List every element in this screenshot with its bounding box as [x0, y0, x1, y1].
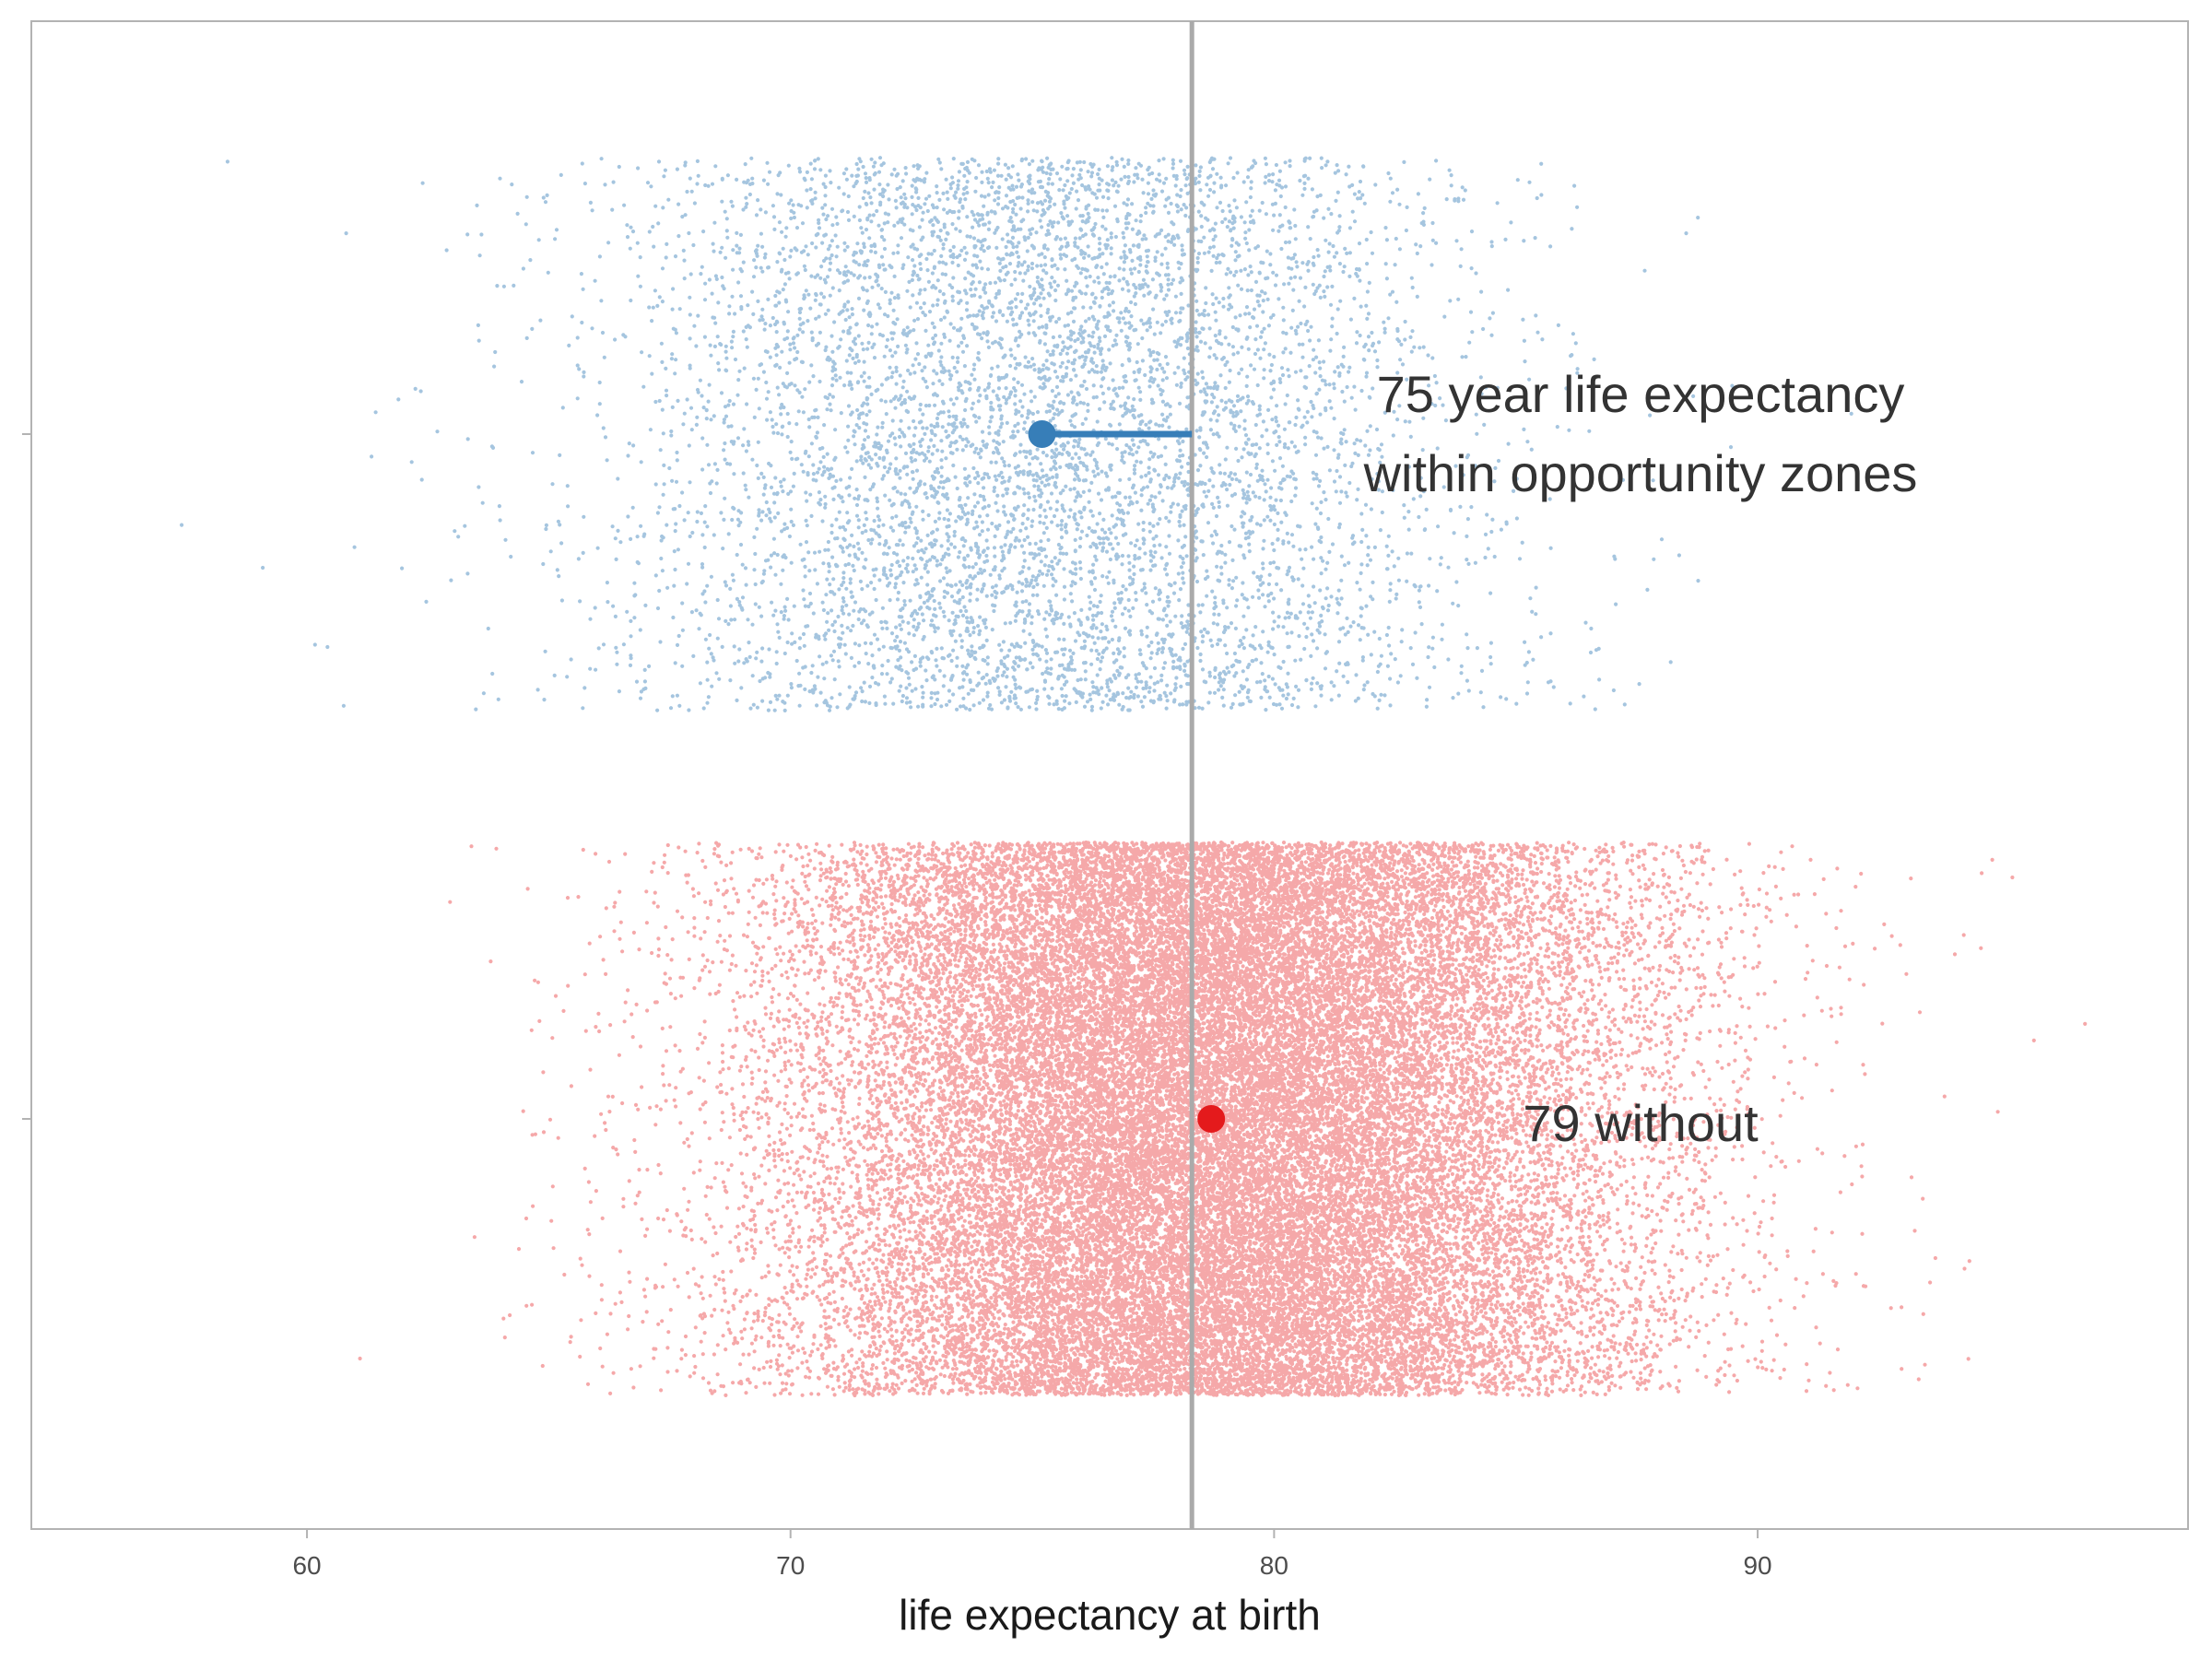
x-tick-label: 60 — [292, 1551, 321, 1580]
x-tick-label: 80 — [1260, 1551, 1288, 1580]
x-tick-label: 90 — [1743, 1551, 1771, 1580]
mean-point-without — [1197, 1105, 1226, 1133]
points-opportunity-zones — [180, 156, 1853, 713]
x-axis-title: life expectancy at birth — [899, 1591, 1321, 1639]
annotation-opportunity-zones-line-2: within opportunity zones — [1363, 444, 1918, 502]
annotation-without: 79 without — [1523, 1094, 1759, 1152]
mean-point-opportunity-zones — [1028, 420, 1056, 448]
points-layer — [180, 156, 2088, 1398]
x-axis: 60 70 80 90 — [292, 1529, 1772, 1580]
panel-border — [30, 20, 2189, 1530]
points-without — [358, 840, 2088, 1398]
annotation-opportunity-zones-line-1: 75 year life expectancy — [1377, 365, 1905, 423]
x-tick-label: 70 — [776, 1551, 805, 1580]
